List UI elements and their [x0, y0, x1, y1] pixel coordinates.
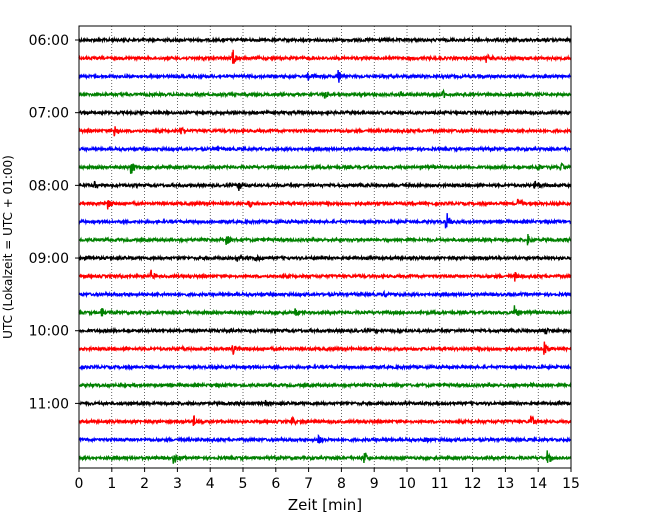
trace-1100 — [78, 399, 572, 408]
x-tick-label: 10 — [398, 476, 416, 492]
plot-frame — [78, 25, 572, 469]
trace-0845 — [78, 233, 572, 246]
seismogram-traces — [78, 35, 572, 464]
trace-0915 — [78, 269, 572, 282]
trace-0615 — [78, 49, 572, 64]
x-tick-label: 1 — [107, 476, 116, 492]
y-tick-label: 06:00 — [29, 33, 69, 49]
x-tick-label: 13 — [496, 476, 514, 492]
x-tick-label: 14 — [529, 476, 547, 492]
trace-1015 — [78, 341, 572, 355]
y-axis-label: UTC (Lokalzeit = UTC + 01:00) — [1, 155, 15, 339]
trace-0930 — [78, 289, 572, 299]
y-tick-label: 07:00 — [29, 106, 69, 122]
plot-background — [79, 26, 571, 468]
x-tick-label: 0 — [75, 476, 84, 492]
x-tick-label: 12 — [464, 476, 482, 492]
x-axis-label: Zeit [min] — [288, 496, 362, 514]
trace-0645 — [78, 88, 572, 99]
y-tick-label: 08:00 — [29, 178, 69, 194]
trace-0945 — [78, 305, 572, 317]
y-axis-ticks: 06:00 07:00 08:00 09:00 10:00 11:00 — [29, 33, 79, 412]
y-tick-label: 09:00 — [29, 251, 69, 267]
trace-1030 — [78, 363, 572, 371]
trace-0730 — [78, 145, 572, 154]
trace-0830 — [78, 213, 572, 229]
trace-0630 — [78, 69, 572, 83]
trace-0700 — [78, 108, 572, 117]
trace-1130 — [78, 433, 572, 445]
trace-1000 — [78, 326, 572, 335]
trace-1045 — [78, 381, 572, 390]
x-tick-label: 4 — [206, 476, 215, 492]
x-tick-label: 11 — [431, 476, 449, 492]
x-tick-label: 6 — [271, 476, 280, 492]
trace-0600 — [78, 35, 572, 44]
trace-0815 — [78, 198, 572, 210]
trace-0800 — [78, 180, 572, 191]
trace-1145 — [78, 450, 572, 464]
y-tick-label: 10:00 — [29, 324, 69, 340]
x-tick-label: 7 — [304, 476, 313, 492]
x-axis-ticks: 0 1 2 3 4 5 6 7 8 9 10 11 12 13 14 15 — [75, 468, 580, 492]
x-tick-label: 8 — [337, 476, 346, 492]
y-tick-label: 11:00 — [29, 396, 69, 412]
x-tick-label: 3 — [173, 476, 182, 492]
trace-0900 — [78, 253, 572, 263]
x-tick-label: 15 — [562, 476, 580, 492]
x-tick-label: 2 — [140, 476, 149, 492]
x-tick-label: 5 — [239, 476, 248, 492]
x-tick-label: 9 — [370, 476, 379, 492]
trace-0715 — [78, 126, 572, 137]
trace-0745 — [78, 162, 572, 174]
trace-1115 — [78, 415, 572, 427]
